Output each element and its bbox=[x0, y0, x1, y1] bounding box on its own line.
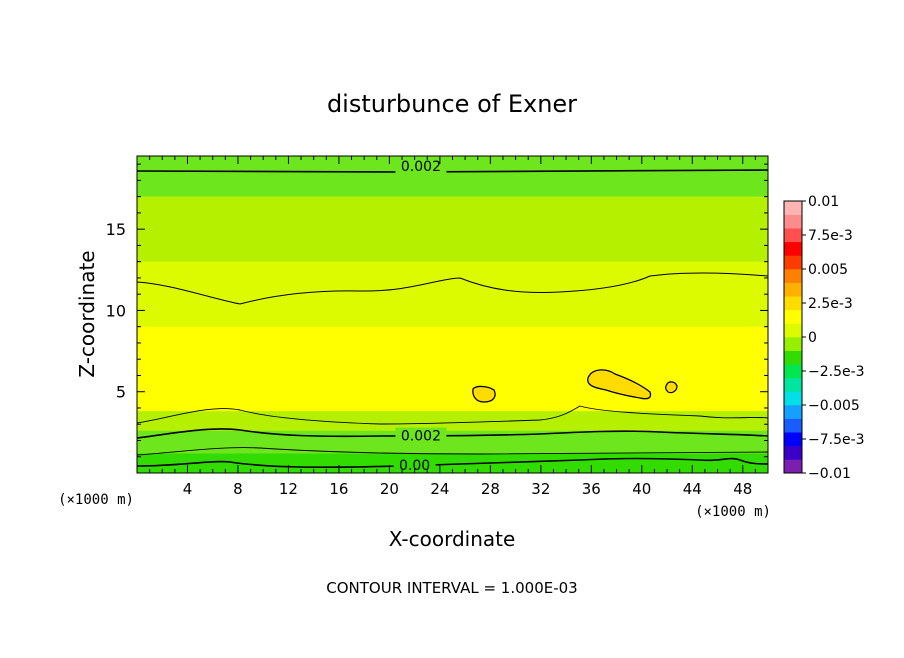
contour-line-upper bbox=[136, 272, 769, 305]
colorbar-label-4: 0 bbox=[808, 330, 817, 346]
x-tick-label-32: 32 bbox=[531, 480, 550, 498]
patch-near-x27 bbox=[472, 385, 496, 403]
colorbar-swatch-2 bbox=[784, 432, 802, 447]
colorbar-label-3: 2.5e-3 bbox=[808, 296, 853, 312]
patch-near-x38 bbox=[587, 369, 652, 400]
x-tick-label-24: 24 bbox=[430, 480, 449, 498]
band-upper bbox=[137, 196, 768, 262]
contour-label-bg-1 bbox=[395, 427, 447, 444]
band-low1 bbox=[137, 411, 768, 431]
colorbar-swatch-9 bbox=[784, 337, 802, 351]
x-tick-label-12: 12 bbox=[279, 480, 298, 498]
color-bands bbox=[137, 156, 768, 473]
high-value-patches bbox=[472, 369, 678, 403]
colorbar-swatch-14 bbox=[784, 269, 802, 283]
y-tick-label-10: 10 bbox=[106, 301, 126, 320]
contour-interval-note: CONTOUR INTERVAL = 1.000E-03 bbox=[326, 579, 577, 597]
x-ticks bbox=[149, 156, 756, 473]
x-tick-label-20: 20 bbox=[380, 480, 399, 498]
contour-line-low-thin bbox=[136, 405, 769, 425]
colorbar-label-1: 7.5e-3 bbox=[808, 228, 853, 244]
y-tick-label-5: 5 bbox=[116, 383, 126, 402]
x-tick-label-36: 36 bbox=[582, 480, 601, 498]
colorbar-swatch-12 bbox=[784, 296, 802, 311]
contour-label-0: 0.002 bbox=[401, 159, 441, 175]
colorbar-swatch-19 bbox=[784, 201, 802, 215]
colorbar-swatch-10 bbox=[784, 323, 802, 338]
x-tick-label-48: 48 bbox=[733, 480, 752, 498]
contour-line-0002-low bbox=[136, 428, 769, 439]
colorbar-swatch-4 bbox=[784, 405, 802, 419]
contour-line-ground-thin bbox=[136, 447, 769, 456]
y-ticks bbox=[137, 163, 768, 458]
contour-line-000 bbox=[136, 457, 769, 468]
colorbar-swatch-7 bbox=[784, 364, 802, 379]
x-unit-left: (×1000 m) bbox=[58, 492, 134, 508]
colorbar-swatch-8 bbox=[784, 350, 802, 365]
patch-near-x42 bbox=[665, 381, 678, 394]
colorbar-swatch-16 bbox=[784, 241, 802, 256]
colorbar-swatch-3 bbox=[784, 418, 802, 433]
band-mid bbox=[137, 261, 768, 327]
x-tick-label-8: 8 bbox=[233, 480, 243, 498]
colorbar-label-8: −0.01 bbox=[808, 466, 851, 482]
x-tick-label-44: 44 bbox=[683, 480, 702, 498]
colorbar bbox=[783, 200, 803, 474]
colorbar-label-5: −2.5e-3 bbox=[808, 364, 865, 380]
colorbar-label-0: 0.01 bbox=[808, 194, 839, 210]
colorbar-swatch-13 bbox=[784, 282, 802, 297]
colorbar-swatch-18 bbox=[784, 214, 802, 229]
y-tick-labels: 5 10 15 bbox=[106, 220, 126, 402]
band-core bbox=[137, 326, 768, 412]
contour-label-2: 0.00 bbox=[399, 458, 430, 474]
band-top bbox=[137, 156, 768, 197]
x-axis-label: X-coordinate bbox=[389, 527, 516, 551]
contour-label-bg-2 bbox=[393, 456, 436, 473]
colorbar-label-6: −0.005 bbox=[808, 398, 860, 414]
colorbar-swatch-17 bbox=[784, 228, 802, 243]
colorbar-swatch-1 bbox=[784, 445, 802, 460]
x-tick-label-4: 4 bbox=[183, 480, 193, 498]
colorbar-swatch-5 bbox=[784, 391, 802, 406]
colorbar-label-2: 0.005 bbox=[808, 262, 848, 278]
y-axis-label: Z-coordinate bbox=[75, 250, 99, 377]
x-tick-label-40: 40 bbox=[632, 480, 651, 498]
band-low2 bbox=[137, 430, 768, 454]
plot-area: 0.002 0.002 0.00 bbox=[136, 155, 769, 474]
contour-label-1: 0.002 bbox=[401, 429, 441, 445]
colorbar-label-7: −7.5e-3 bbox=[808, 432, 865, 448]
x-unit-right: (×1000 m) bbox=[695, 504, 771, 520]
y-tick-label-15: 15 bbox=[106, 220, 126, 239]
colorbar-swatch-15 bbox=[784, 255, 802, 270]
contour-labels: 0.002 0.002 0.00 bbox=[393, 157, 447, 474]
x-tick-label-16: 16 bbox=[329, 480, 348, 498]
colorbar-labels: 0.01 7.5e-3 0.005 2.5e-3 0 −2.5e-3 −0.005 −7.5e… bbox=[802, 194, 865, 482]
chart-title: disturbunce of Exner bbox=[327, 90, 577, 118]
colorbar-swatch-6 bbox=[784, 377, 802, 392]
colorbar-swatch-0 bbox=[784, 459, 802, 474]
colorbar-swatch-11 bbox=[784, 309, 802, 324]
x-tick-labels: 4 8 12 16 20 24 28 32 36 40 44 48 bbox=[183, 480, 753, 498]
x-tick-label-28: 28 bbox=[481, 480, 500, 498]
contour-label-bg-0 bbox=[395, 157, 447, 174]
